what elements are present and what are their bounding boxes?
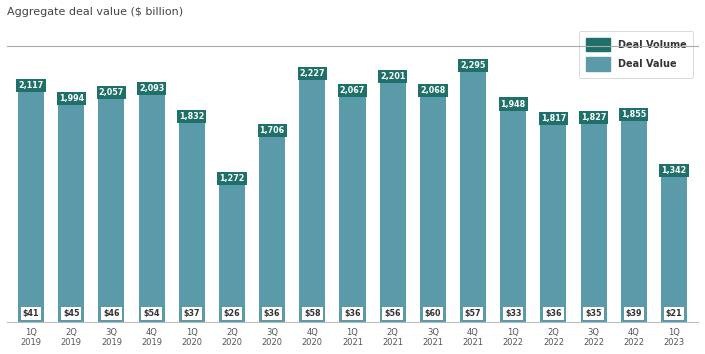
- Text: $36: $36: [264, 309, 281, 318]
- Text: $35: $35: [585, 309, 602, 318]
- Bar: [580, 122, 606, 322]
- Bar: [419, 95, 446, 322]
- Text: $21: $21: [666, 309, 682, 318]
- Text: 2,093: 2,093: [139, 84, 164, 93]
- Text: 2,201: 2,201: [380, 72, 405, 81]
- Bar: [620, 119, 646, 322]
- Text: 2,067: 2,067: [340, 86, 365, 96]
- Text: $56: $56: [384, 309, 401, 318]
- Text: 1,817: 1,817: [541, 114, 566, 123]
- Bar: [139, 93, 165, 322]
- Bar: [500, 109, 526, 322]
- Bar: [179, 121, 205, 322]
- Text: $46: $46: [103, 309, 120, 318]
- Text: 1,272: 1,272: [219, 173, 245, 183]
- Bar: [259, 135, 286, 322]
- Text: 1,855: 1,855: [621, 110, 646, 119]
- Text: $36: $36: [545, 309, 562, 318]
- Bar: [540, 123, 566, 322]
- Bar: [219, 183, 245, 322]
- Bar: [59, 103, 85, 322]
- Text: $57: $57: [465, 309, 482, 318]
- Bar: [18, 90, 44, 322]
- Text: $39: $39: [625, 309, 642, 318]
- Text: 2,068: 2,068: [420, 86, 446, 95]
- Bar: [379, 81, 406, 322]
- Bar: [299, 78, 326, 322]
- Text: 1,832: 1,832: [179, 112, 204, 121]
- Text: 2,227: 2,227: [300, 69, 325, 78]
- Text: $37: $37: [183, 309, 200, 318]
- Text: $60: $60: [424, 309, 441, 318]
- Bar: [661, 175, 687, 322]
- Text: $58: $58: [304, 309, 321, 318]
- Text: 1,342: 1,342: [661, 166, 687, 175]
- Legend: Deal Volume, Deal Value: Deal Volume, Deal Value: [579, 31, 693, 78]
- Text: 2,295: 2,295: [460, 62, 486, 70]
- Text: 2,057: 2,057: [99, 87, 124, 97]
- Text: Aggregate deal value ($ billion): Aggregate deal value ($ billion): [7, 7, 183, 17]
- Bar: [460, 70, 486, 322]
- Text: $41: $41: [23, 309, 39, 318]
- Text: $36: $36: [344, 309, 361, 318]
- Bar: [339, 96, 366, 322]
- Bar: [99, 97, 125, 322]
- Text: 1,948: 1,948: [501, 99, 526, 109]
- Text: $54: $54: [143, 309, 160, 318]
- Text: 1,706: 1,706: [259, 126, 285, 135]
- Text: $33: $33: [505, 309, 522, 318]
- Text: $45: $45: [63, 309, 80, 318]
- Text: $26: $26: [223, 309, 240, 318]
- Text: 1,994: 1,994: [59, 95, 84, 103]
- Text: 2,117: 2,117: [18, 81, 44, 90]
- Text: 1,827: 1,827: [581, 113, 606, 122]
